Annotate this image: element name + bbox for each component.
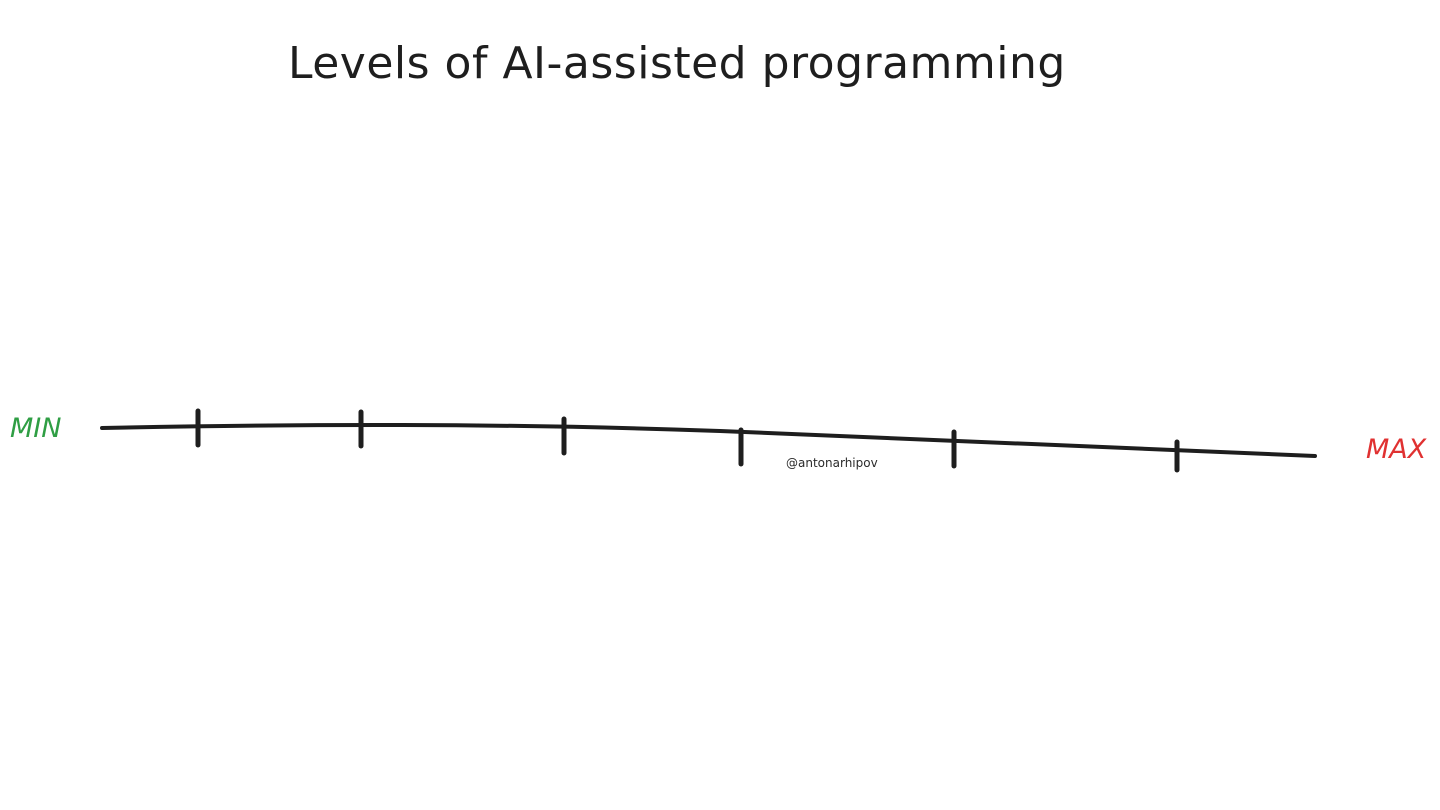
scale-max-label: MAX [1366,434,1427,465]
scale-line [100,422,1317,458]
scale-min-label: MIN [10,413,62,444]
author-watermark: @antonarhipov [786,456,878,470]
diagram-title: Levels of AI-assisted programming [288,38,1066,89]
